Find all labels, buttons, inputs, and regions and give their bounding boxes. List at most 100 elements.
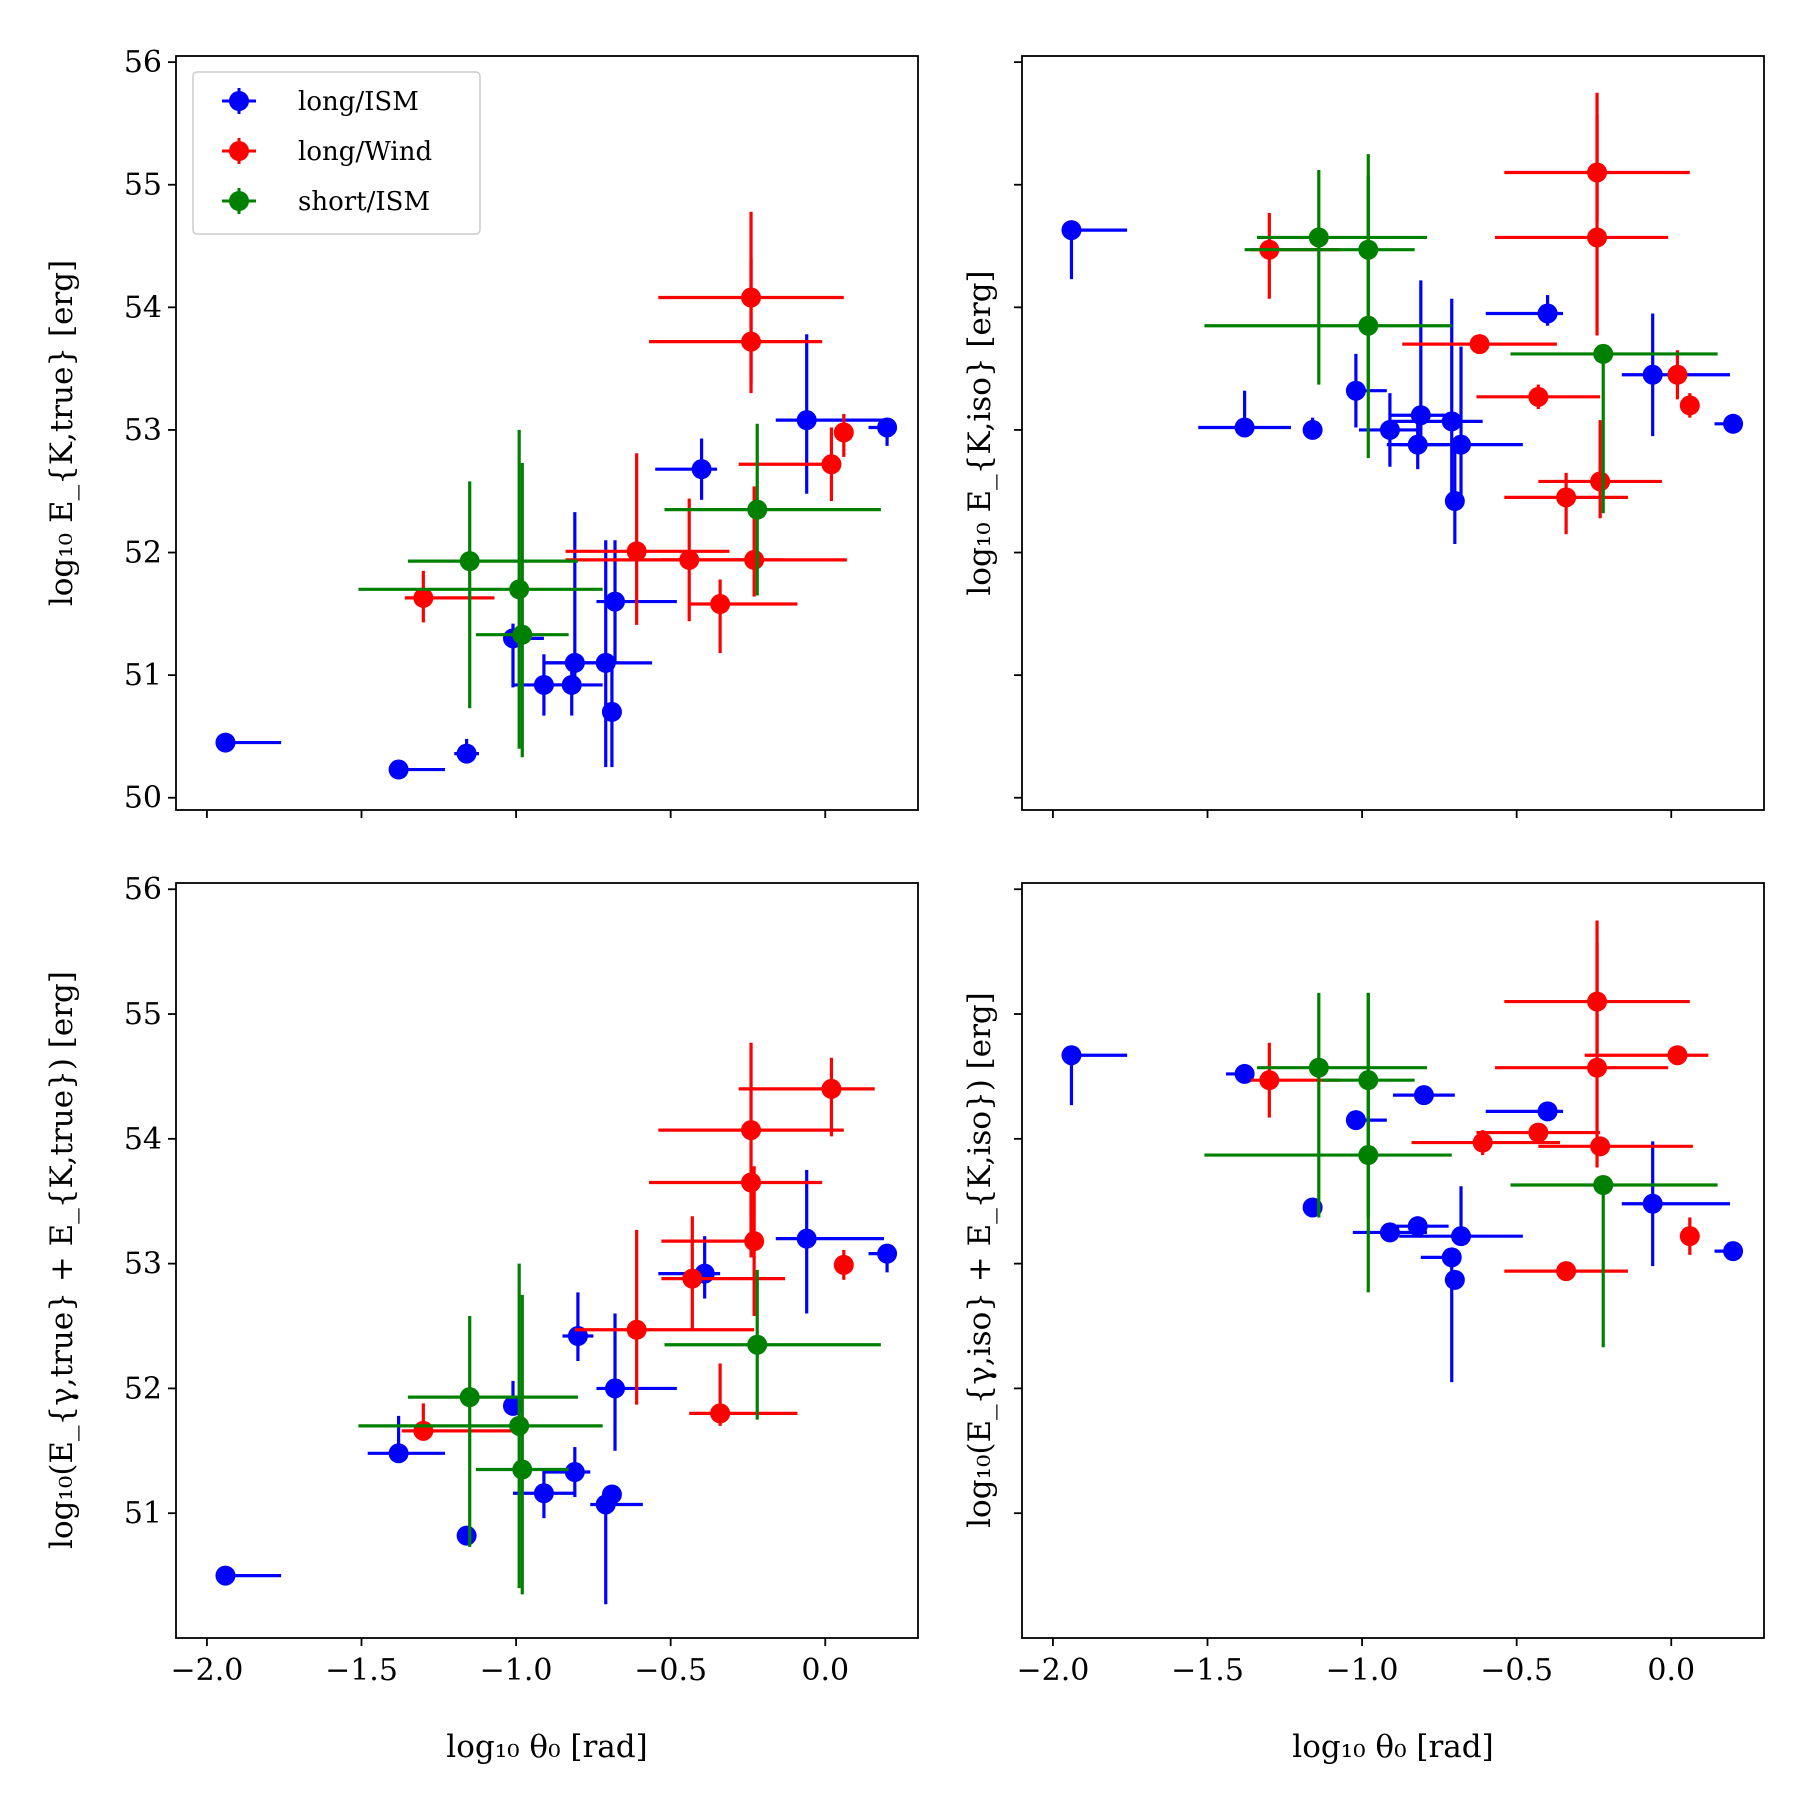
data-marker <box>821 454 842 475</box>
data-marker <box>459 551 480 572</box>
data-point <box>775 334 884 494</box>
data-point <box>1476 1122 1601 1143</box>
data-point <box>1621 1141 1730 1267</box>
data-point <box>833 413 854 457</box>
data-marker <box>1234 417 1255 438</box>
data-marker <box>833 422 854 443</box>
data-marker <box>1723 1241 1744 1262</box>
data-point <box>574 1229 755 1405</box>
data-point <box>738 427 842 502</box>
data-point <box>1714 1241 1744 1262</box>
data-marker <box>1590 471 1611 492</box>
data-point <box>1510 1175 1718 1348</box>
data-marker <box>1234 1063 1255 1084</box>
x-tick-label: 0.0 <box>1647 1653 1695 1688</box>
data-point <box>661 1216 786 1329</box>
data-marker <box>1407 1216 1428 1237</box>
series-long-wind <box>401 1042 875 1441</box>
data-marker <box>1528 1122 1549 1143</box>
data-point <box>475 1294 569 1595</box>
data-marker <box>512 1459 533 1480</box>
data-marker <box>1723 413 1744 434</box>
legend-item-long-wind: long/Wind <box>222 137 432 167</box>
x-axis-label: log₁₀ θ₀ [rad] <box>446 1729 647 1765</box>
data-marker <box>456 743 477 764</box>
data-marker <box>1259 1070 1280 1091</box>
y-tick-label: 53 <box>124 413 162 448</box>
data-point <box>407 481 578 709</box>
data-point <box>456 1525 477 1546</box>
data-marker <box>747 1334 768 1355</box>
data-point <box>601 1484 622 1505</box>
data-marker <box>1537 303 1558 324</box>
data-point <box>689 579 798 654</box>
data-marker <box>1556 487 1577 508</box>
data-marker <box>1587 227 1608 248</box>
x-tick-label: −1.5 <box>325 1653 398 1688</box>
data-point <box>833 1249 854 1280</box>
y-tick-label: 52 <box>124 536 162 571</box>
data-marker <box>601 1484 622 1505</box>
data-marker <box>1379 419 1400 440</box>
data-point <box>649 1172 823 1258</box>
data-point <box>1538 1136 1693 1157</box>
data-point <box>664 1269 881 1420</box>
data-marker <box>561 674 582 695</box>
data-point <box>215 732 282 753</box>
data-point <box>1584 1045 1709 1066</box>
legend-box <box>192 71 481 235</box>
data-marker <box>877 1243 898 1264</box>
data-marker <box>1441 1247 1462 1268</box>
x-tick-label: −2.0 <box>170 1653 243 1688</box>
data-point <box>215 1565 282 1586</box>
x-tick-label: −0.5 <box>634 1653 707 1688</box>
legend-label: long/ISM <box>298 87 419 117</box>
data-marker <box>741 331 762 352</box>
series-long-ism <box>215 334 898 780</box>
data-point <box>1485 1101 1564 1122</box>
series-long-ism <box>1061 1045 1744 1383</box>
series-short-ism <box>1204 154 1718 514</box>
y-axis-label: log₁₀(E_{γ,iso} + E_{K,iso}) [erg] <box>962 992 998 1528</box>
data-point <box>1485 295 1564 326</box>
data-marker <box>1556 1261 1577 1282</box>
data-marker <box>533 1483 554 1504</box>
data-marker <box>1444 1269 1465 1290</box>
data-point <box>1345 353 1387 428</box>
legend-item-short-ism: short/ISM <box>222 187 430 217</box>
data-point <box>1302 417 1323 440</box>
data-point <box>868 1243 898 1273</box>
data-marker <box>1441 411 1462 432</box>
data-marker <box>388 1443 409 1464</box>
y-axis-label: log₁₀ E_{K,iso} [erg] <box>962 270 998 595</box>
data-point <box>1256 992 1428 1218</box>
legend-label: long/Wind <box>298 137 432 167</box>
data-point <box>1667 350 1688 400</box>
data-point <box>1510 343 1718 514</box>
data-point <box>590 1494 643 1605</box>
data-point <box>601 656 622 768</box>
data-point <box>401 1403 517 1441</box>
data-marker <box>1679 395 1700 416</box>
data-point <box>1061 220 1128 280</box>
series-short-ism <box>358 423 881 758</box>
data-point <box>404 570 495 623</box>
data-point <box>1402 334 1557 355</box>
data-point <box>775 1170 884 1314</box>
data-point <box>1411 1130 1560 1156</box>
data-point <box>661 1166 765 1317</box>
data-marker <box>1061 1045 1082 1066</box>
data-marker <box>1358 315 1379 336</box>
data-point <box>738 1057 875 1137</box>
data-point <box>388 759 445 780</box>
data-marker <box>1587 1057 1608 1078</box>
data-point <box>664 423 881 596</box>
data-point <box>689 1363 798 1426</box>
data-marker <box>1061 220 1082 241</box>
series-long-ism <box>215 1170 898 1605</box>
legend-marker <box>229 191 249 211</box>
data-point <box>1256 170 1428 385</box>
data-point <box>543 1447 591 1497</box>
data-marker <box>512 624 533 645</box>
